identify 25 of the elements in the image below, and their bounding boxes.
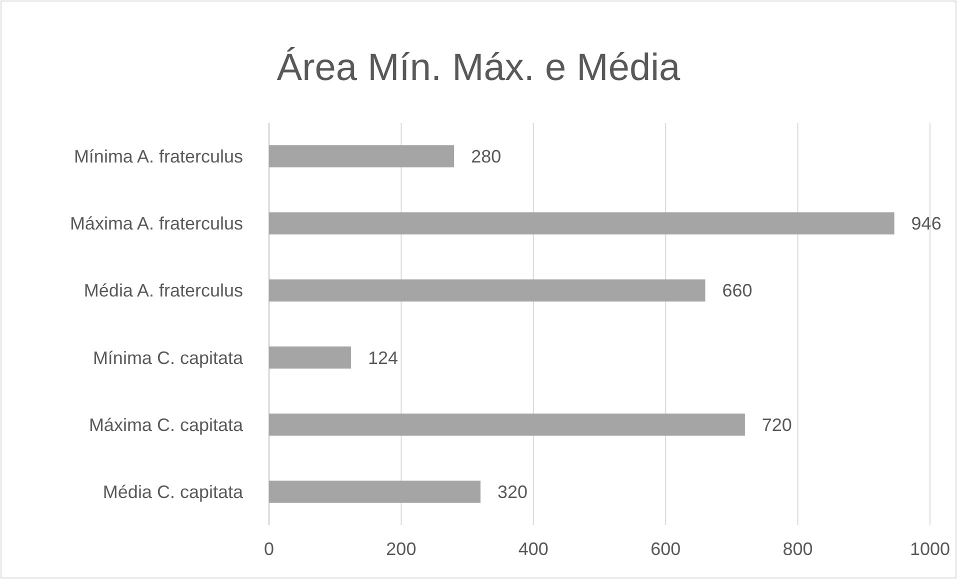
bar [269, 346, 351, 369]
y-tick-label: Mínima C. capitata [92, 348, 244, 368]
x-tick-label: 200 [386, 539, 416, 559]
bar [269, 212, 894, 234]
data-label: 124 [368, 348, 398, 368]
data-label: 280 [471, 146, 502, 167]
y-tick-label: Máxima C. capitata [88, 414, 244, 435]
x-tick-label: 1000 [910, 539, 950, 559]
bar [269, 279, 706, 302]
x-tick-label: 600 [650, 539, 681, 559]
y-tick-label: Mínima A. fraterculus [74, 146, 243, 167]
data-label: 320 [498, 482, 528, 502]
y-tick-label: Média C. capitata [102, 482, 244, 502]
bar [269, 145, 454, 168]
y-tick-label: Máxima A. fraterculus [70, 214, 243, 234]
chart-title: Área Mín. Máx. e Média [276, 47, 682, 89]
bar [269, 414, 745, 436]
data-label: 720 [762, 414, 792, 435]
bar [269, 480, 481, 503]
x-tick-label: 400 [518, 539, 548, 559]
data-label: 660 [722, 280, 752, 301]
x-tick-label: 0 [264, 539, 274, 559]
x-tick-label: 800 [782, 539, 813, 559]
y-tick-label: Média A. fraterculus [84, 280, 243, 301]
data-label: 946 [911, 214, 942, 234]
